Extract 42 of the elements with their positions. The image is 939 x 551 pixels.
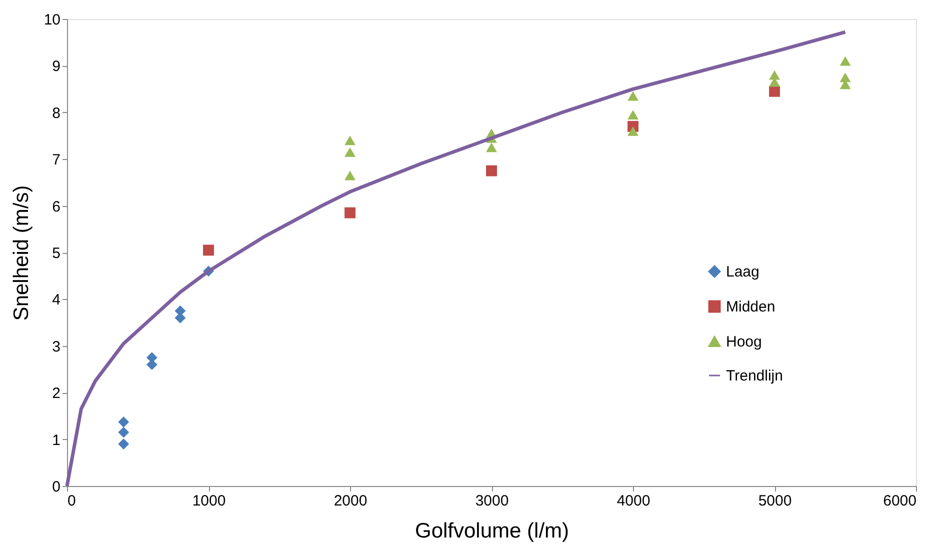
point — [118, 426, 130, 438]
x-axis-title: Golfvolume (l/m) — [414, 520, 570, 542]
legend-label: Midden — [726, 298, 776, 316]
x-tick-label: 3000 — [475, 492, 509, 510]
point — [628, 126, 638, 136]
point — [840, 56, 851, 66]
x-tick-label: 2000 — [334, 492, 368, 510]
y-axis-title: Snelheid (m/s) — [10, 185, 33, 321]
y-tick-label: 9 — [52, 58, 60, 76]
point — [486, 142, 497, 152]
point — [840, 72, 851, 82]
point — [344, 207, 356, 218]
line-series — [65, 30, 847, 488]
y-tick-label: 0 — [52, 478, 60, 496]
point — [344, 136, 356, 146]
point — [628, 91, 638, 101]
y-tick-label: 8 — [52, 104, 60, 122]
y-tick-label: 2 — [52, 385, 60, 402]
y-tick-label: 1 — [52, 432, 60, 449]
x-tick-label: 6000 — [883, 492, 916, 510]
point — [344, 170, 356, 180]
x-tick-label: 4000 — [616, 492, 650, 510]
point — [769, 70, 780, 80]
legend-label: Laag — [726, 264, 760, 280]
y-tick-label: 10 — [44, 12, 60, 28]
point — [769, 86, 780, 97]
legend-label: Trendlijn — [726, 368, 783, 384]
point — [118, 416, 130, 428]
y-tick-label: 4 — [52, 292, 60, 309]
y-tick-label: 5 — [52, 245, 60, 262]
legend-label: Hoog — [726, 334, 762, 350]
y-tick-label: 7 — [52, 152, 60, 169]
point — [203, 244, 214, 256]
x-tick-label: 1000 — [192, 492, 226, 510]
y-tick-label: 6 — [52, 198, 60, 216]
point — [486, 165, 497, 176]
point — [118, 438, 130, 450]
point — [344, 147, 356, 157]
x-tick-label: 5000 — [758, 492, 792, 510]
point — [628, 110, 638, 120]
y-tick-label: 3 — [52, 338, 60, 356]
x-tick-label: 0 — [68, 492, 76, 510]
